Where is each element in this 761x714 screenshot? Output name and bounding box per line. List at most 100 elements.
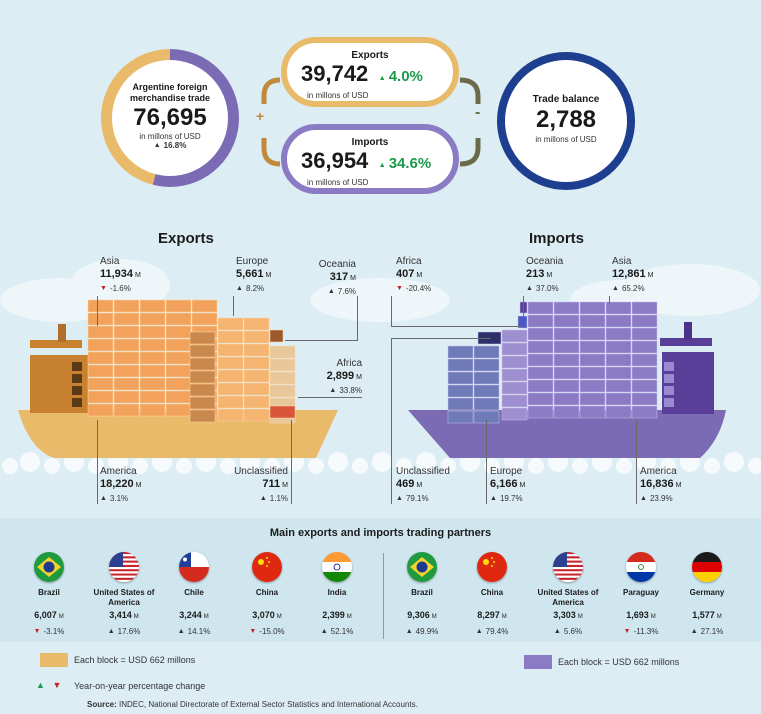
container-block [553,379,580,393]
exports-ship-title: Exports [158,230,214,247]
container-block [191,299,218,313]
container-block [579,392,606,406]
imports-summary-change: 34.6% [379,155,431,172]
container-block [605,327,632,341]
container-block [189,396,216,410]
imports-partner-name: Paraguay [622,588,660,597]
exports-partner-change: 17.6% [84,627,164,636]
container-block [139,403,166,417]
container-block [217,343,244,357]
container-block [473,384,500,398]
exports-partner-name: India [327,588,347,597]
change-legend: Year-on-year percentage change [74,681,206,691]
container-block [113,299,140,313]
container-block [139,377,166,391]
exports-summary-unit: in millons of USD [307,91,369,100]
imports-summary-title: Imports [351,137,389,148]
container-block [473,358,500,372]
foreign-trade-change: 16.8% [101,141,239,150]
container-block [605,366,632,380]
container-block [139,312,166,326]
summary-connectors [261,77,481,167]
container-block [269,371,296,385]
container-block [447,397,474,411]
exports-partner-change: 52.1% [297,627,377,636]
germany-flag-icon [692,552,722,582]
container-block [501,407,528,421]
exports-partner-change: -15.0% [227,627,307,636]
exports-partner-change: -3.1% [9,627,89,636]
trade-balance-title: Trade balance [532,94,600,105]
container-block [113,364,140,378]
container-block [217,408,244,422]
container-block [139,299,166,313]
india-flag-icon [322,552,352,582]
container-block [631,353,658,367]
container-block [269,384,296,398]
container-block [501,394,528,408]
container-block [113,312,140,326]
container-block [605,340,632,354]
container-block [473,371,500,385]
container-block [527,379,554,393]
container-block [269,405,296,419]
container-block [447,358,474,372]
container-block [631,366,658,380]
container-block [447,371,474,385]
container-block [527,366,554,380]
container-block [631,379,658,393]
container-block [243,408,270,422]
container-block [217,317,244,331]
container-block [87,390,114,404]
container-block [113,403,140,417]
container-block [631,392,658,406]
container-block [165,364,192,378]
container-block [553,301,580,315]
container-block [579,366,606,380]
change-arrows-icon: ▲ ▼ [36,680,62,690]
import-block-legend: Each block = USD 662 millons [558,657,680,667]
container-block [189,370,216,384]
container-block [87,351,114,365]
container-block [165,325,192,339]
container-block [243,369,270,383]
container-block [269,345,296,359]
partners-divider [383,553,384,639]
container-block [631,405,658,419]
container-block [631,340,658,354]
container-block [631,327,658,341]
container-block [189,331,216,345]
exports-partner-value: 6,007 M [34,610,64,620]
foreign-trade-unit: in millons of USD [139,132,201,141]
container-block [139,325,166,339]
container-block [139,364,166,378]
imports-partner-change: 79.4% [452,627,532,636]
container-block [473,397,500,411]
imports-partner-name: United States of America [537,588,599,607]
container-block [553,392,580,406]
container-block [269,358,296,372]
china-flag-icon [477,552,507,582]
minus-sign: - [475,104,481,121]
container-block [191,312,218,326]
container-block [165,299,192,313]
container-block [165,403,192,417]
container-block [605,392,632,406]
imports-partner-name: Germany [689,588,725,597]
export-block-legend: Each block = USD 662 millons [74,655,196,665]
container-block [605,314,632,328]
container-block [605,405,632,419]
container-block [165,377,192,391]
container-block [447,410,474,424]
container-block [579,405,606,419]
container-block [501,381,528,395]
container-block [165,351,192,365]
container-block [501,342,528,356]
foreign-trade-value: 76,695 [133,104,207,131]
china-flag-icon [252,552,282,582]
exports-partner-name: China [255,588,279,597]
imports-partner-name: China [480,588,504,597]
container-block [269,329,284,343]
container-block [87,377,114,391]
